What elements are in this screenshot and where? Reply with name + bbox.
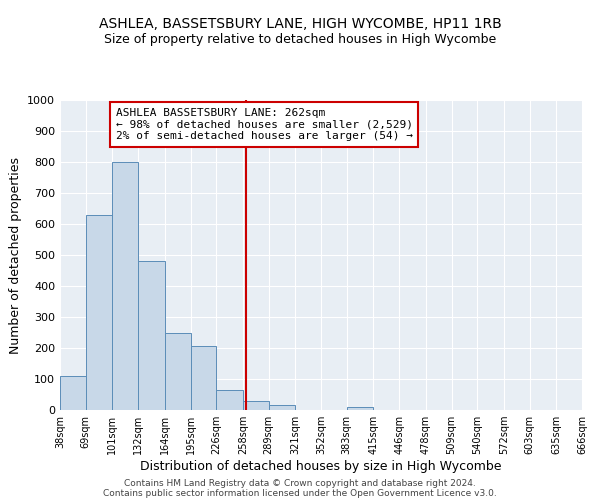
Bar (165, 332, 191, 410)
Bar (191, 346, 216, 410)
Text: ASHLEA BASSETSBURY LANE: 262sqm
← 98% of detached houses are smaller (2,529)
2% : ASHLEA BASSETSBURY LANE: 262sqm ← 98% of… (116, 108, 413, 141)
Bar (216, 390, 243, 410)
Bar (243, 402, 269, 410)
Bar (347, 407, 373, 410)
Bar (86, 214, 112, 410)
Text: Contains public sector information licensed under the Open Government Licence v3: Contains public sector information licen… (103, 489, 497, 498)
Y-axis label: Number of detached properties: Number of detached properties (8, 156, 22, 354)
Bar (60, 376, 86, 410)
Text: ASHLEA, BASSETSBURY LANE, HIGH WYCOMBE, HP11 1RB: ASHLEA, BASSETSBURY LANE, HIGH WYCOMBE, … (98, 18, 502, 32)
Bar (269, 406, 295, 410)
Bar (138, 261, 165, 410)
Text: Size of property relative to detached houses in High Wycombe: Size of property relative to detached ho… (104, 32, 496, 46)
Text: Contains HM Land Registry data © Crown copyright and database right 2024.: Contains HM Land Registry data © Crown c… (124, 479, 476, 488)
Bar (112, 162, 138, 410)
X-axis label: Distribution of detached houses by size in High Wycombe: Distribution of detached houses by size … (140, 460, 502, 473)
